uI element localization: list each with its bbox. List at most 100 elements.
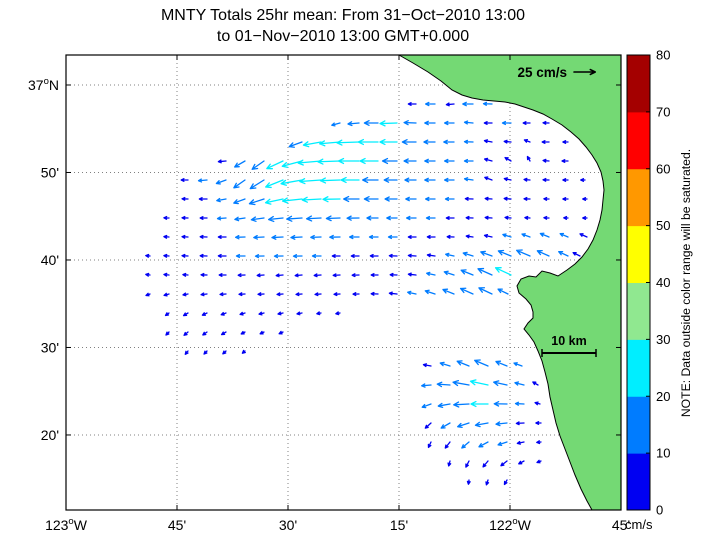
current-vector-arrow: [294, 273, 303, 278]
current-vector-arrow: [424, 422, 432, 429]
current-vector-arrow: [562, 197, 569, 201]
current-vector-arrow: [295, 292, 303, 297]
current-vector-arrow: [523, 196, 531, 201]
current-vector-arrow: [301, 196, 322, 203]
current-vector-arrow: [422, 363, 432, 368]
current-vector-arrow: [464, 196, 474, 201]
y-tick-label: 50': [41, 164, 59, 180]
current-vector-arrow: [369, 253, 379, 258]
current-vector-arrow: [456, 360, 470, 367]
current-vector-arrow: [163, 292, 170, 297]
current-vector-arrow: [384, 196, 398, 202]
current-vector-arrow: [501, 120, 512, 126]
current-vector-arrow: [579, 233, 588, 238]
current-vector-arrow: [302, 141, 322, 148]
current-vector-arrow: [562, 178, 569, 182]
current-vector-arrow: [199, 253, 208, 258]
colorbar-tick-label: 40: [656, 275, 670, 290]
current-vector-arrow: [389, 272, 398, 277]
current-vector-arrow: [201, 312, 208, 316]
y-tick-label: 40': [41, 252, 59, 268]
current-vector-arrow: [297, 159, 322, 166]
current-vector-arrow: [363, 196, 379, 202]
current-vector-arrow: [203, 350, 208, 355]
current-vector-arrow: [494, 267, 512, 276]
y-tick-label: 20': [41, 427, 59, 443]
current-vector-arrow: [280, 179, 303, 186]
current-vector-arrow: [582, 197, 588, 201]
current-vector-arrow: [444, 158, 455, 164]
current-vector-arrow: [463, 139, 474, 144]
current-vector-arrow: [407, 253, 417, 258]
current-vector-arrow: [493, 380, 508, 387]
current-vector-arrow: [235, 253, 246, 259]
current-vector-arrow: [281, 160, 303, 169]
current-vector-arrow: [478, 441, 489, 448]
current-vector-arrow: [181, 196, 189, 201]
current-vector-arrow: [503, 139, 512, 144]
current-vector-arrow: [526, 155, 531, 162]
current-vector-arrow: [515, 421, 525, 426]
current-vector-arrow: [233, 198, 246, 205]
current-vector-arrow: [217, 253, 227, 258]
current-vector-arrow: [480, 250, 493, 257]
x-tick-label: 45': [612, 517, 630, 533]
current-vector-arrow: [503, 177, 512, 182]
colorbar-segment: [627, 282, 650, 340]
current-vector-arrow: [516, 249, 531, 257]
current-vector-arrow: [405, 196, 417, 202]
current-vector-arrow: [421, 403, 432, 409]
current-vector-arrow: [407, 272, 417, 277]
current-vector-arrow: [497, 441, 508, 447]
current-vector-arrow: [218, 273, 227, 277]
current-vector-arrow: [290, 234, 303, 240]
current-vector-arrow: [313, 273, 322, 278]
colorbar-tick-label: 20: [656, 389, 670, 404]
current-vector-arrow: [516, 440, 525, 445]
current-vector-arrow: [235, 234, 246, 240]
current-vector-arrow: [292, 254, 303, 259]
current-vector-arrow: [425, 215, 436, 221]
current-vector-arrow: [240, 330, 246, 335]
reference-arrow: [573, 68, 597, 76]
current-vector-arrow: [316, 311, 322, 316]
current-vector-arrow: [504, 215, 512, 220]
current-vector-arrow: [182, 272, 189, 277]
current-vector-arrow: [277, 311, 284, 316]
current-vector-arrow: [145, 292, 151, 297]
current-vector-arrow: [542, 120, 550, 125]
current-vector-arrow: [271, 234, 284, 240]
current-vector-arrow: [534, 401, 541, 406]
current-vector-arrow: [426, 271, 436, 276]
current-vector-arrow: [349, 234, 360, 240]
current-vector-arrow: [216, 197, 227, 203]
current-vector-arrow: [163, 234, 170, 239]
current-vector-arrow: [337, 157, 360, 165]
current-vector-arrow: [580, 178, 586, 182]
current-vector-arrow: [265, 179, 284, 189]
current-vector-arrow: [462, 251, 474, 257]
current-vector-arrow: [542, 158, 550, 163]
current-vector-arrow: [350, 254, 360, 258]
current-vector-arrow: [336, 139, 360, 146]
current-vector-arrow: [502, 233, 512, 238]
current-vector-arrow: [572, 251, 581, 257]
y-tick-label: 30': [41, 339, 59, 355]
current-vector-arrow: [234, 160, 246, 168]
x-tick-label: 15': [390, 517, 408, 533]
current-vector-arrow: [347, 121, 360, 127]
current-vector-arrow: [503, 196, 512, 201]
colorbar-tick-label: 50: [656, 218, 670, 233]
current-vector-arrow: [259, 330, 265, 335]
current-vector-arrow: [541, 140, 550, 144]
current-vector-arrow: [276, 292, 284, 297]
current-vector-arrow: [273, 254, 284, 259]
current-vector-arrow: [536, 249, 550, 257]
current-vector-arrow: [539, 232, 550, 238]
current-vector-arrow: [359, 157, 379, 165]
current-vector-arrow: [379, 120, 398, 127]
current-vector-arrow: [443, 139, 455, 145]
current-vector-arrow: [425, 101, 436, 107]
current-vector-arrow: [482, 460, 489, 468]
